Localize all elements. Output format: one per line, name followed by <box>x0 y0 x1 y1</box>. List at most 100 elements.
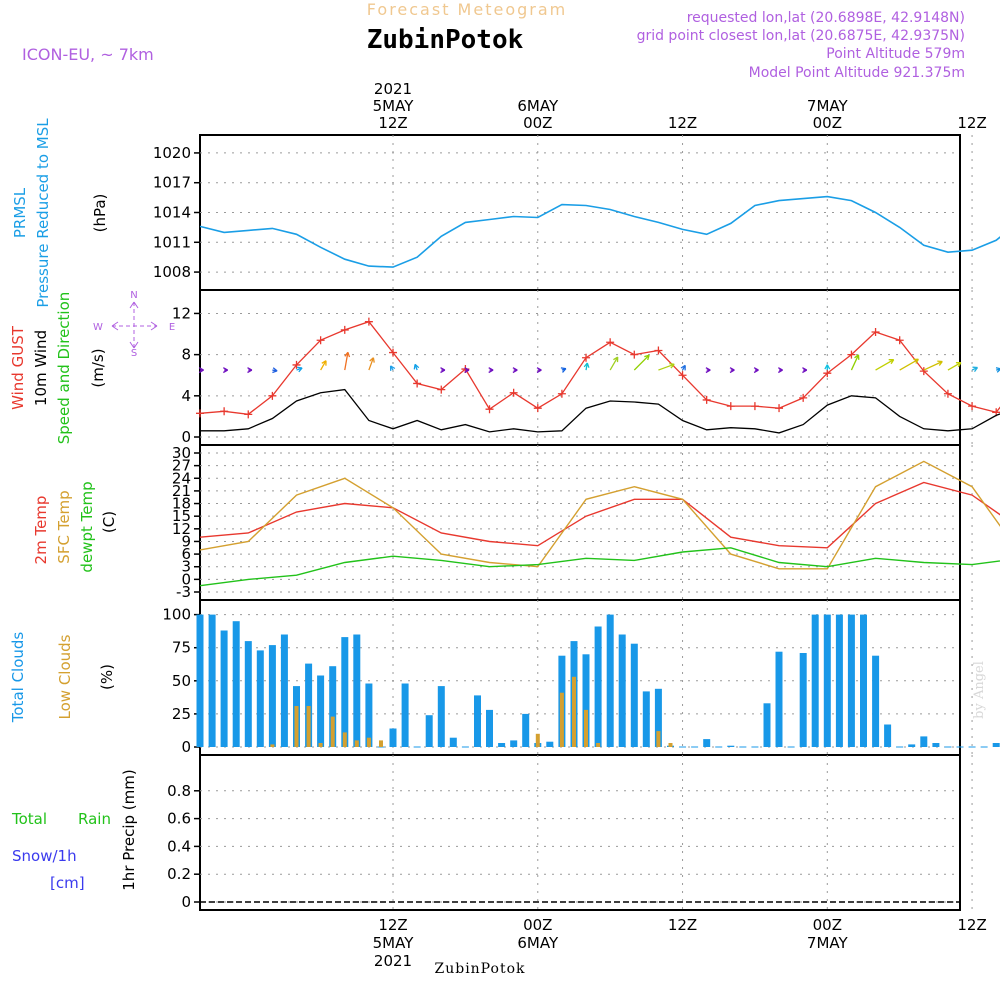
precip-snow-label: Snow/1h <box>12 847 77 865</box>
total-clouds-bar <box>498 743 505 747</box>
total-clouds-bar <box>848 615 855 747</box>
wind-direction-arrow <box>513 368 517 373</box>
wind-10m-label: 10m Wind <box>32 330 50 406</box>
precipitation-frame <box>200 755 960 910</box>
footer-location: ZubinPotok <box>434 961 525 977</box>
pressure-tick-label: 1011 <box>153 233 191 251</box>
total-clouds-bar <box>619 635 626 748</box>
top-time-label: 2021 <box>374 80 412 98</box>
bottom-time-label: 12Z <box>668 916 697 934</box>
panel-precipitation: 00.20.40.60.8 <box>167 755 1000 911</box>
total-clouds-bar <box>993 743 1000 747</box>
pressure-label-prmsl: PRMSL <box>11 187 29 238</box>
low-clouds-bar <box>572 677 576 747</box>
bottom-time-label: 5MAY <box>373 934 415 952</box>
total-clouds-bar <box>353 635 360 748</box>
total-clouds-bar <box>269 645 276 747</box>
temp-sfc-label: SFC Temp <box>55 490 73 563</box>
clouds-tick-label: 100 <box>162 606 191 624</box>
wind-direction-arrow <box>369 358 374 370</box>
low-clouds-bar <box>295 706 299 747</box>
bottom-time-label: 6MAY <box>517 934 559 952</box>
credit: by Angel <box>972 661 987 719</box>
total-clouds-bar <box>727 746 734 747</box>
total-clouds-bar <box>438 686 445 747</box>
wind-gust-marker <box>630 351 638 359</box>
total-clouds-bar <box>872 656 879 747</box>
total-clouds-bar <box>233 621 240 747</box>
bottom-time-label: 2021 <box>374 952 412 970</box>
temp-sfc-line <box>200 461 1000 568</box>
wind-direction-label: Speed and Direction <box>55 292 73 445</box>
wind-direction-arrow <box>681 365 685 370</box>
low-clouds-bar <box>331 717 335 747</box>
total-clouds-bar <box>824 615 831 747</box>
low-clouds-bar <box>596 743 600 747</box>
low-clouds-bar <box>656 731 660 747</box>
wind-direction-arrow <box>441 368 445 373</box>
grid-point-coordinates: grid point closest lon,lat (20.6875E, 42… <box>637 28 965 44</box>
wind-gust-marker <box>727 402 735 410</box>
total-clouds-bar <box>920 736 927 747</box>
total-clouds-bar <box>390 729 397 748</box>
compass-s: S <box>131 348 137 359</box>
low-clouds-bar <box>669 743 673 747</box>
location-title: ZubinPotok <box>367 25 524 55</box>
total-clouds-bar <box>402 684 409 748</box>
pressure-tick-label: 1017 <box>153 174 191 192</box>
total-clouds-bar <box>341 637 348 747</box>
wind-gust-marker <box>558 390 566 398</box>
low-clouds-bar <box>343 732 347 747</box>
wind-direction-arrow <box>948 363 961 370</box>
pressure-tick-label: 1020 <box>153 144 191 162</box>
total-clouds-bar <box>776 652 783 747</box>
clouds-frame <box>200 600 960 755</box>
temperature-frame <box>200 445 960 600</box>
wind-gust-marker <box>486 405 494 413</box>
total-clouds-bar <box>426 715 433 747</box>
top-time-label: 12Z <box>668 114 697 132</box>
pressure-tick-label: 1014 <box>153 204 191 222</box>
low-clouds-label: Low Clouds <box>56 634 74 719</box>
clouds-tick-label: 75 <box>172 639 191 657</box>
low-clouds-bar <box>367 738 371 747</box>
pressure-label-long: Pressure Reduced to MSL <box>34 118 52 308</box>
total-clouds-bar <box>631 644 638 747</box>
wind-arrow-shaft <box>924 362 942 371</box>
total-clouds-bar <box>764 703 771 747</box>
wind-gust-marker <box>968 402 976 410</box>
panels: 1008101110141017102004812-30369121518212… <box>153 135 1000 911</box>
total-clouds-bar <box>474 695 481 747</box>
wind-unit: (m/s) <box>89 348 107 387</box>
wind-direction-arrow <box>706 368 710 373</box>
total-clouds-bar <box>257 650 264 747</box>
model-label: ICON-EU, ~ 7km <box>22 45 154 64</box>
top-time-label: 5MAY <box>373 97 415 115</box>
wind-10m-line <box>200 386 1000 433</box>
total-clouds-bar <box>245 641 252 747</box>
wind-direction-arrow <box>584 363 589 370</box>
precip-cm-label: [cm] <box>50 874 85 892</box>
temp-dewpt-label: dewpt Temp <box>78 481 96 572</box>
clouds-unit: (%) <box>98 664 116 690</box>
total-clouds-bar <box>197 615 204 747</box>
bottom-time-label: 00Z <box>813 916 842 934</box>
wind-arrow-shaft <box>634 355 649 370</box>
total-clouds-bar <box>365 684 372 748</box>
clouds-tick-label: 50 <box>172 672 191 690</box>
compass-n: N <box>130 290 137 301</box>
wind-gust-marker <box>510 389 518 397</box>
total-clouds-bar <box>450 738 457 747</box>
temp-unit: (C) <box>100 511 118 533</box>
bottom-time-label: 12Z <box>378 916 407 934</box>
bottom-time-label: 12Z <box>957 916 986 934</box>
wind-direction-arrow <box>345 352 350 370</box>
wind-direction-arrow <box>924 361 942 370</box>
precip-rain-label: Rain <box>78 810 111 828</box>
wind-tick-label: 8 <box>181 346 191 364</box>
wind-direction-arrow <box>876 360 894 370</box>
low-clouds-bar <box>307 706 311 747</box>
total-clouds-bar <box>317 676 324 748</box>
total-clouds-bar <box>209 615 216 747</box>
